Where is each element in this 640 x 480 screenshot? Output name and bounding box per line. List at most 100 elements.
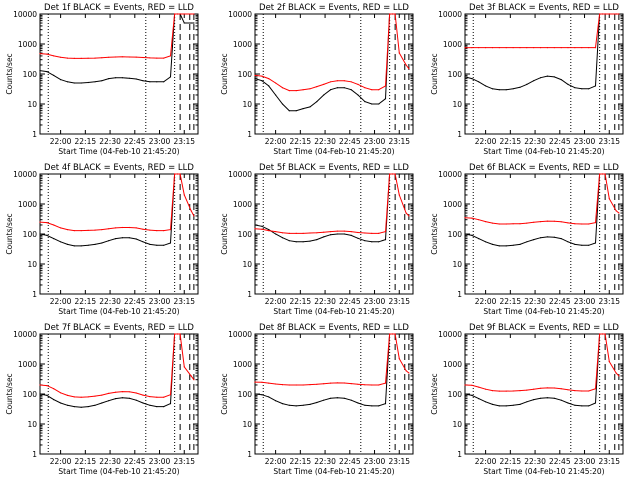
x-tick-label: 22:15 [75,137,97,146]
data-point [46,385,48,387]
data-point [46,53,48,55]
data-point [295,405,297,407]
data-point [190,210,192,212]
data-point [498,390,500,392]
data-point [594,222,597,224]
data-point [526,47,528,49]
data-point [73,245,75,247]
y-tick-label: 1 [32,290,37,299]
data-point [254,224,256,226]
data-point [371,384,373,386]
data-point [183,22,185,24]
data-point [275,233,277,235]
data-point [519,86,521,88]
x-tick-label: 22:45 [339,137,361,146]
data-point [471,384,473,386]
data-point [615,372,617,374]
data-point [121,397,123,399]
data-point [163,230,165,232]
data-point [53,55,55,57]
data-point [478,386,480,388]
data-point [142,80,144,82]
x-tick-label: 23:15 [598,137,620,146]
data-point [615,13,617,15]
data-point [323,399,325,401]
data-point [336,233,338,235]
data-point [588,390,590,392]
data-point [128,397,130,399]
data-point [512,223,514,225]
data-point [46,222,48,224]
data-point [599,333,601,335]
data-point [398,13,400,15]
data-point [464,47,466,49]
data-point [588,405,590,407]
data-point [408,173,410,175]
data-point [149,81,151,83]
x-tick-label: 22:30 [524,297,546,306]
lld-series-line [464,173,620,225]
data-point [60,227,62,229]
data-point [618,173,620,175]
data-point [581,405,583,407]
data-point [323,231,325,233]
data-point [505,223,507,225]
chart-panel-4: Det 4f BLACK = Events, RED = LLD 1 10 100 10… [5,163,199,316]
data-point [491,222,494,224]
data-point [87,396,89,398]
data-point [135,392,137,394]
data-point [53,399,55,401]
data-point [391,173,393,175]
data-point [268,382,270,384]
data-point [526,222,528,224]
data-point [135,78,137,80]
data-point [618,212,620,214]
data-point [519,243,521,245]
data-point [121,226,123,229]
data-point [142,56,144,59]
data-point [526,401,528,403]
data-point [309,384,311,386]
lld-series-line [254,13,410,92]
y-tick-label: 1 [457,450,462,459]
chart-title: Det 6f BLACK = Events, RED = LLD [469,163,619,173]
data-point [163,57,165,59]
y-axis-label: Counts/sec [220,213,229,254]
x-tick-label: 22:15 [290,457,312,466]
x-axis-label: Start Time (04-Feb-10 21:45:20) [483,307,604,316]
data-point [394,333,396,335]
x-tick-label: 22:30 [314,457,336,466]
data-point [378,89,380,91]
data-point [384,98,387,100]
data-point [478,47,480,49]
y-tick-label: 10000 [13,170,37,179]
data-point [491,243,494,245]
data-point [336,397,338,399]
data-point [261,225,263,227]
y-tick-label: 10000 [13,330,37,339]
chart-panel-9: Det 9f BLACK = Events, RED = LLD 1 10 100 10… [430,323,624,476]
data-point [169,242,172,244]
data-point [553,387,555,389]
x-axis-label: Start Time (04-Feb-10 21:45:20) [483,467,604,476]
data-point [485,85,487,87]
x-tick-label: 22:00 [50,297,72,306]
y-tick-label: 10000 [438,170,462,179]
data-point [378,103,380,105]
data-point [604,173,606,175]
data-point [60,79,62,81]
data-point [350,399,352,401]
data-point [142,241,144,243]
data-point [101,402,103,404]
data-point [485,388,487,390]
data-point [190,22,192,24]
data-point [190,173,192,175]
data-point [478,398,480,400]
y-tick-label: 10 [27,100,37,109]
x-tick-label: 22:30 [524,457,546,466]
data-point [553,236,555,238]
data-point [135,399,137,401]
data-point [108,78,110,80]
data-point [309,106,311,108]
data-point [615,333,617,335]
